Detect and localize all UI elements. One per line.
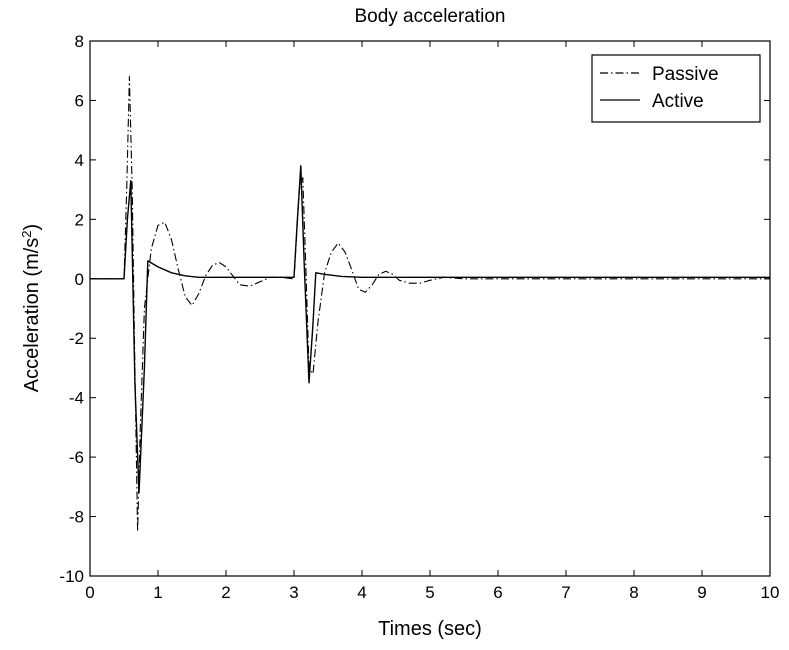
y-axis-label-main: Acceleration (m/s — [21, 238, 43, 393]
y-tick-label: 0 — [75, 270, 84, 289]
y-tick-label: -8 — [69, 508, 84, 527]
y-tick-label: -2 — [69, 329, 84, 348]
y-axis-label: Acceleration (m/s2) — [19, 224, 44, 392]
chart-title: Body acceleration — [354, 6, 505, 27]
series-lines — [90, 76, 770, 532]
y-tick-label: 2 — [75, 210, 84, 229]
y-tick-label: -6 — [69, 448, 84, 467]
x-tick-label: 10 — [761, 583, 780, 602]
x-axis-label: Times (sec) — [378, 618, 482, 640]
legend-box — [591, 54, 761, 123]
legend-passive-label: Passive — [652, 64, 719, 85]
x-tick-label: 3 — [289, 583, 298, 602]
x-tick-label: 4 — [357, 583, 366, 602]
y-axis-label-superscript: 2 — [19, 230, 34, 237]
series-active-line — [90, 165, 770, 494]
legend-active-label: Active — [652, 91, 704, 112]
x-tick-label: 5 — [425, 583, 434, 602]
x-tick-label: 0 — [85, 583, 94, 602]
y-axis-label-close: ) — [21, 224, 43, 231]
y-tick-label: -10 — [59, 567, 84, 586]
x-tick-label: 6 — [493, 583, 502, 602]
y-axis-ticks: -10 -8 -6 -4 -2 0 2 4 6 8 — [59, 32, 770, 586]
y-tick-label: 8 — [75, 32, 84, 51]
y-tick-label: 4 — [75, 151, 84, 170]
y-tick-label: 6 — [75, 91, 84, 110]
x-axis-ticks: 0 1 2 3 4 5 6 7 8 9 10 — [85, 41, 779, 602]
x-tick-label: 2 — [221, 583, 230, 602]
x-tick-label: 1 — [153, 583, 162, 602]
x-tick-label: 9 — [697, 583, 706, 602]
y-tick-label: -4 — [69, 389, 84, 408]
legend: Passive Active — [591, 54, 761, 123]
x-tick-label: 8 — [629, 583, 638, 602]
x-tick-label: 7 — [561, 583, 570, 602]
